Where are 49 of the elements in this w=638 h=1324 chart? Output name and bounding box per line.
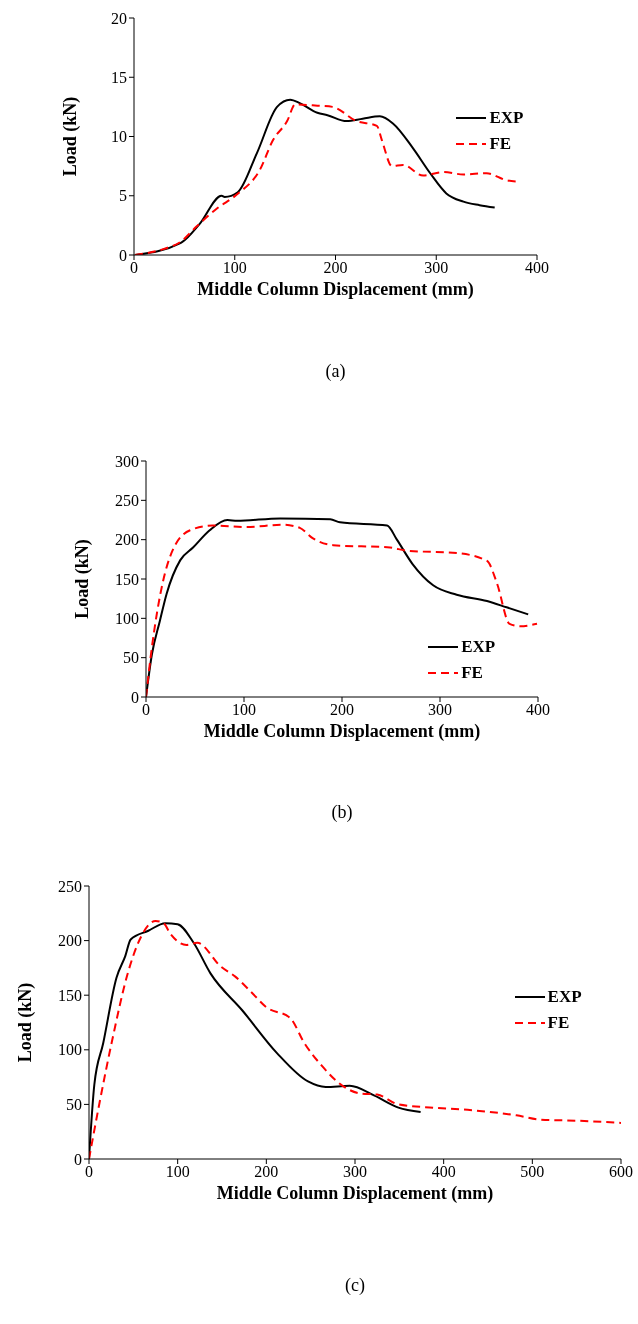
x-tick-label: 300 [343,1163,367,1181]
y-tick-label: 0 [119,246,127,264]
y-tick-label: 50 [66,1096,82,1114]
y-tick-label: 200 [115,531,139,549]
x-tick-label: 400 [526,701,550,719]
y-tick-label: 15 [111,68,127,86]
x-axis-title: Middle Column Displacement (mm) [203,721,481,742]
x-tick-label: 300 [428,701,452,719]
x-tick-label: 100 [222,259,247,277]
x-tick-label: 100 [165,1163,190,1181]
y-tick-label: 300 [115,452,139,470]
y-axis-title: Load (kN) [15,982,37,1063]
legend-label: EXP [489,107,524,128]
x-tick-label: 400 [525,259,549,277]
y-tick-label: 200 [58,932,82,950]
y-tick-label: 5 [119,187,127,205]
y-axis-title: Load (kN) [60,96,82,177]
text: (c) [344,1274,366,1296]
x-axis-title: Middle Column Displacement (mm) [197,279,474,300]
x-tick-label: 300 [424,259,449,277]
x-tick-label: 200 [330,701,354,719]
legend-label: FE [489,133,512,154]
x-tick-label: 100 [232,701,256,719]
y-tick-label: 10 [111,128,127,146]
y-axis-title: Load (kN) [72,539,94,619]
y-tick-label: 250 [58,877,82,895]
x-tick-label: 500 [520,1163,545,1181]
y-tick-label: 0 [131,688,139,706]
y-tick-label: 100 [58,1041,82,1059]
legend-label: FE [461,662,483,683]
y-tick-label: 250 [115,492,139,510]
text: (a) [324,360,347,382]
y-tick-label: 100 [115,610,139,628]
x-tick-label: 0 [142,701,150,719]
y-tick-label: 150 [115,570,139,588]
y-tick-label: 0 [74,1150,82,1168]
legend-label: EXP [547,986,582,1007]
legend-label: FE [547,1012,570,1033]
text: (b) [330,801,354,823]
legend-label: EXP [461,636,496,657]
x-tick-label: 200 [254,1163,279,1181]
y-tick-label: 50 [123,649,139,667]
y-tick-label: 150 [58,986,82,1004]
x-tick-label: 600 [609,1163,633,1181]
x-tick-label: 400 [431,1163,456,1181]
x-tick-label: 0 [85,1163,93,1181]
x-axis-title: Middle Column Displacement (mm) [216,1183,494,1204]
y-tick-label: 20 [111,9,127,27]
x-tick-label: 200 [323,259,348,277]
